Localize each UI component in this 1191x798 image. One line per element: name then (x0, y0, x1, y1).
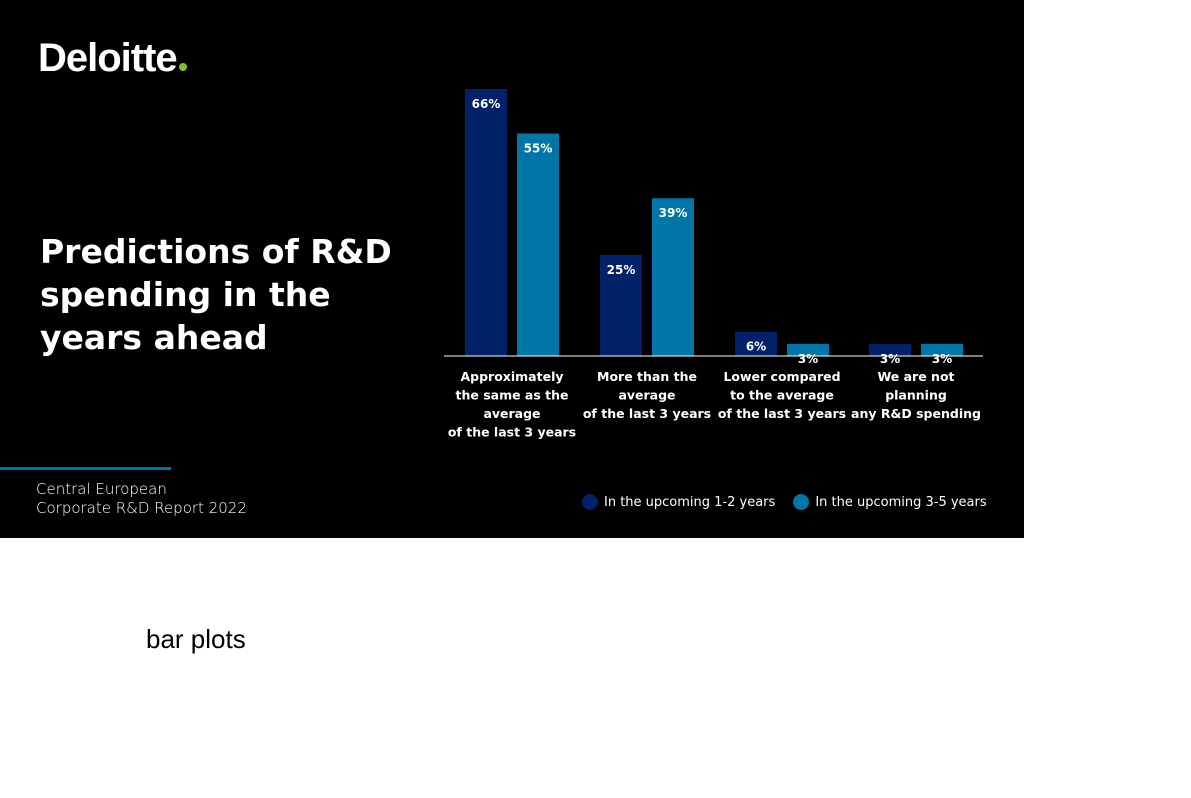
data-label: 66% (472, 97, 501, 111)
title-line: spending in the (40, 275, 331, 314)
legend-label: In the upcoming 3-5 years (815, 494, 987, 510)
bar (869, 343, 911, 356)
bar (921, 343, 963, 356)
image-caption: bar plots (146, 624, 246, 654)
bar (465, 89, 507, 356)
data-label: 3% (798, 352, 818, 366)
category-label: to the average (730, 388, 834, 403)
bar (787, 343, 829, 356)
category-label: the same as the (455, 388, 568, 403)
category-label: of the last 3 years (583, 406, 711, 421)
chart-legend: In the upcoming 1-2 years In the upcomin… (582, 494, 987, 510)
accent-line (0, 467, 171, 470)
category-label: average (618, 388, 675, 403)
data-label: 55% (524, 142, 553, 156)
report-source: Central European Corporate R&D Report 20… (36, 480, 247, 518)
category-label: of the last 3 years (448, 425, 576, 440)
logo-dot (178, 63, 187, 71)
bar (652, 198, 694, 356)
deloitte-logo: Deloitte (38, 36, 187, 81)
bar (600, 254, 642, 356)
category-label: We are not (877, 369, 954, 384)
data-label: 3% (880, 352, 900, 366)
logo-text: Deloitte (38, 36, 178, 80)
category-label: Approximately (460, 369, 563, 384)
page-title: Predictions of R&D spending in the years… (40, 230, 420, 359)
bar (517, 133, 559, 356)
data-label: 3% (932, 352, 952, 366)
legend-marker (582, 494, 598, 510)
category-label: any R&D spending (851, 406, 981, 421)
legend-item-series-2: In the upcoming 3-5 years (793, 494, 987, 510)
data-label: 6% (746, 340, 766, 354)
bar-chart: 66% 55% Approximately the same as the averag… (444, 89, 983, 440)
bar (735, 331, 777, 356)
data-label: 39% (659, 206, 688, 220)
category-label: of the last 3 years (718, 406, 846, 421)
data-label: 25% (607, 263, 636, 277)
legend-item-series-1: In the upcoming 1-2 years (582, 494, 775, 510)
slide-panel: Deloitte Predictions of R&D spending in … (0, 0, 1024, 538)
title-line: Predictions of R&D (40, 232, 392, 271)
category-label: More than the (597, 369, 697, 384)
source-line: Corporate R&D Report 2022 (36, 499, 247, 517)
category-label: planning (885, 388, 947, 403)
title-line: years ahead (40, 318, 268, 357)
legend-marker (793, 494, 810, 510)
category-label: average (483, 406, 540, 421)
source-line: Central European (36, 480, 167, 498)
category-label: Lower compared (723, 369, 840, 384)
legend-label: In the upcoming 1-2 years (604, 494, 776, 510)
